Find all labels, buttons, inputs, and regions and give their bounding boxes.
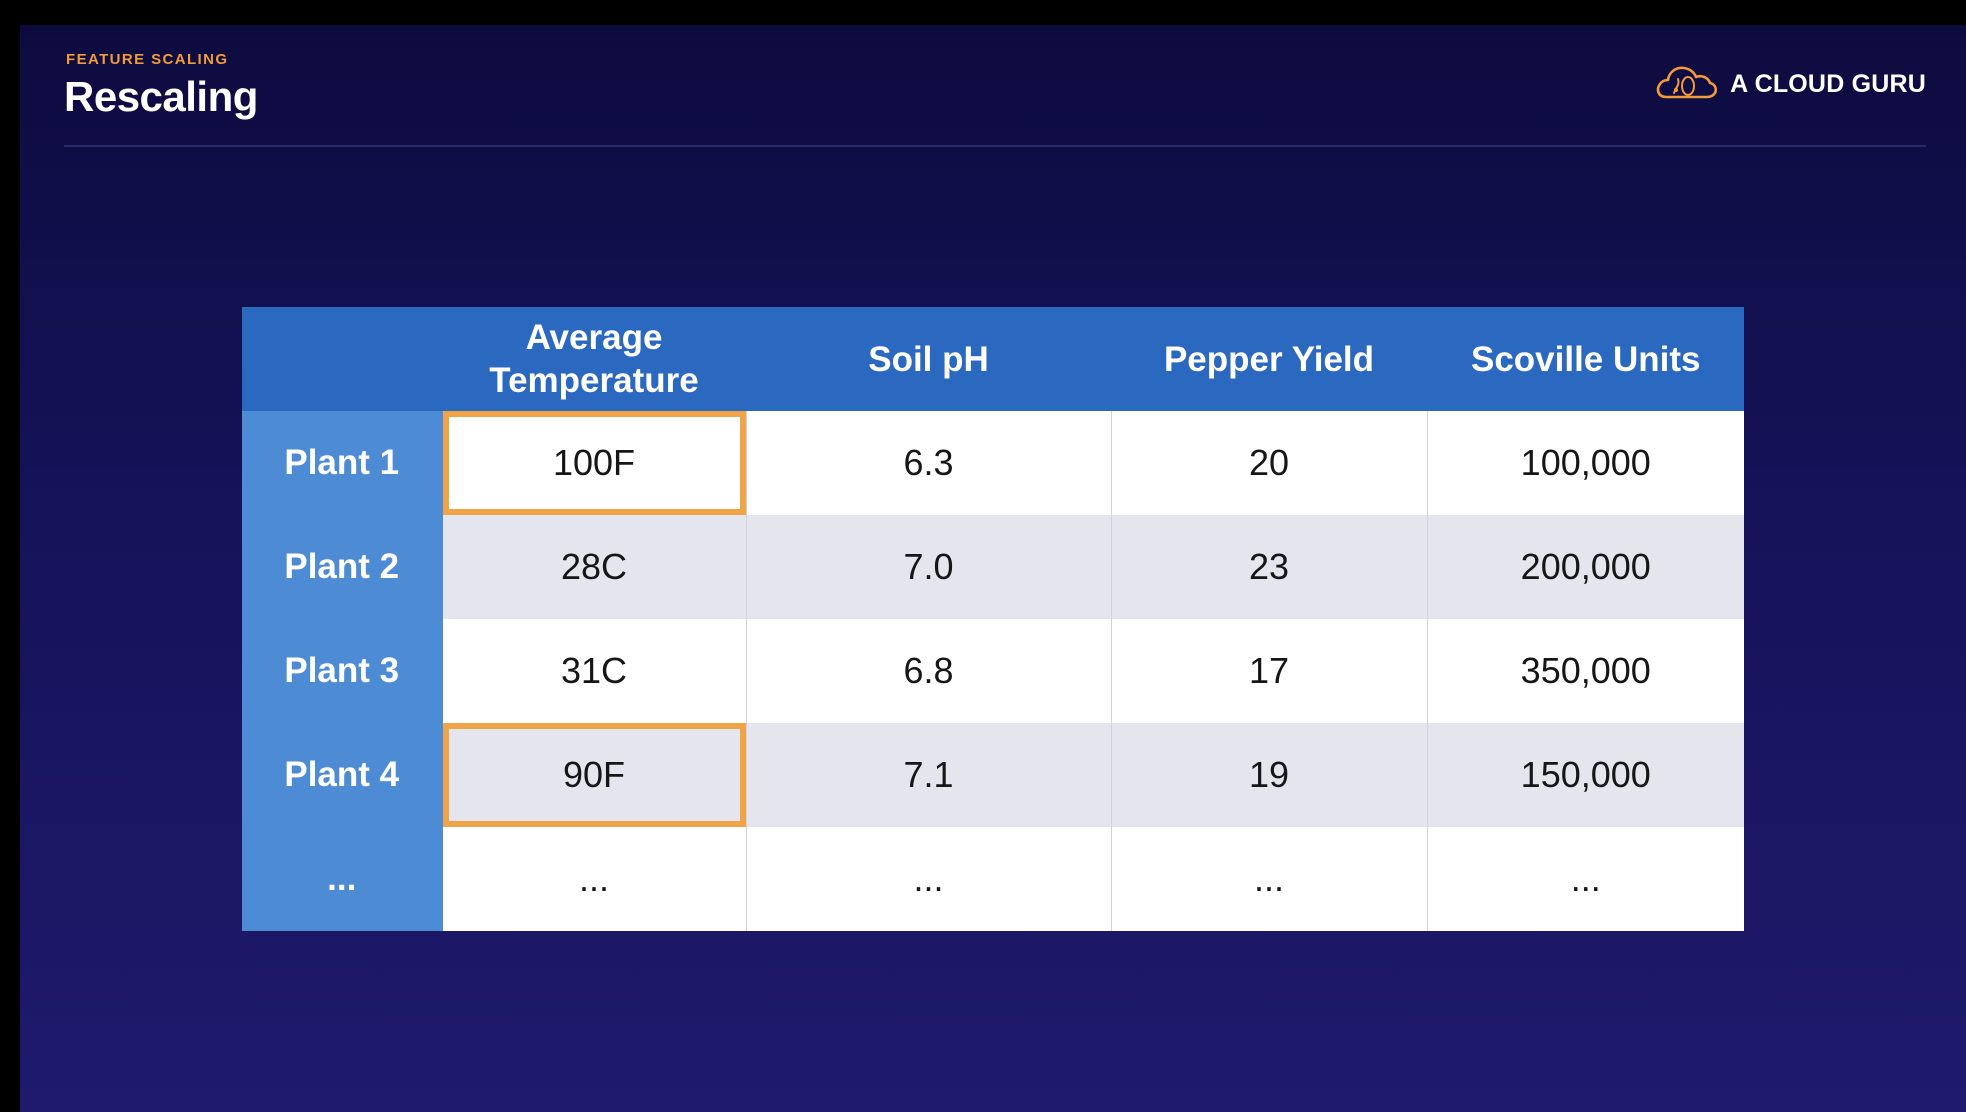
table-row: Plant 3 31C 6.8 17 350,000 [242, 619, 1744, 723]
table-cell: 350,000 [1427, 619, 1744, 723]
cloud-logo-icon [1654, 63, 1718, 106]
row-header: Plant 2 [242, 515, 443, 619]
section-eyebrow: FEATURE SCALING [66, 51, 229, 68]
highlighted-cell: 90F [442, 723, 747, 827]
table-cell: 17 [1111, 619, 1428, 723]
table-cell: ... [1427, 827, 1744, 931]
table-cell: ... [746, 827, 1112, 931]
table-cell: 7.1 [746, 723, 1112, 827]
table-cell: 23 [1111, 515, 1428, 619]
table-cell: 100,000 [1427, 411, 1744, 515]
brand-logo: A CLOUD GURU [1654, 63, 1926, 106]
table-row: Plant 2 28C 7.0 23 200,000 [242, 515, 1744, 619]
table-row: Plant 1 100F 6.3 20 100,000 [242, 411, 1744, 515]
table-cell: 7.0 [746, 515, 1112, 619]
brand-name: A CLOUD GURU [1730, 70, 1926, 98]
table-row: ... ... ... ... ... [242, 827, 1744, 931]
column-header-average-temperature: Average Temperature [442, 307, 747, 411]
row-header: Plant 3 [242, 619, 443, 723]
row-header: Plant 1 [242, 411, 443, 515]
corner-cell [242, 307, 443, 411]
column-header-pepper-yield: Pepper Yield [1111, 307, 1428, 411]
table-cell: 20 [1111, 411, 1428, 515]
row-header: Plant 4 [242, 723, 443, 827]
table-header-row: Average Temperature Soil pH Pepper Yield … [242, 307, 1744, 411]
slide-title: Rescaling [64, 73, 258, 120]
column-header-soil-ph: Soil pH [746, 307, 1112, 411]
data-table: Average Temperature Soil pH Pepper Yield … [242, 307, 1744, 931]
slide: FEATURE SCALING Rescaling A CLOUD GURU A… [20, 25, 1966, 1112]
table-cell: ... [1111, 827, 1428, 931]
table-cell: 6.8 [746, 619, 1112, 723]
highlighted-cell: 100F [442, 411, 747, 515]
table-row: Plant 4 90F 7.1 19 150,000 [242, 723, 1744, 827]
table-cell: ... [442, 827, 747, 931]
table-cell: 19 [1111, 723, 1428, 827]
header-divider [64, 145, 1926, 147]
table-cell: 150,000 [1427, 723, 1744, 827]
table-cell: 28C [442, 515, 747, 619]
table-cell: 200,000 [1427, 515, 1744, 619]
row-header: ... [242, 827, 443, 931]
column-header-scoville-units: Scoville Units [1427, 307, 1744, 411]
table-cell: 6.3 [746, 411, 1112, 515]
table-cell: 31C [442, 619, 747, 723]
